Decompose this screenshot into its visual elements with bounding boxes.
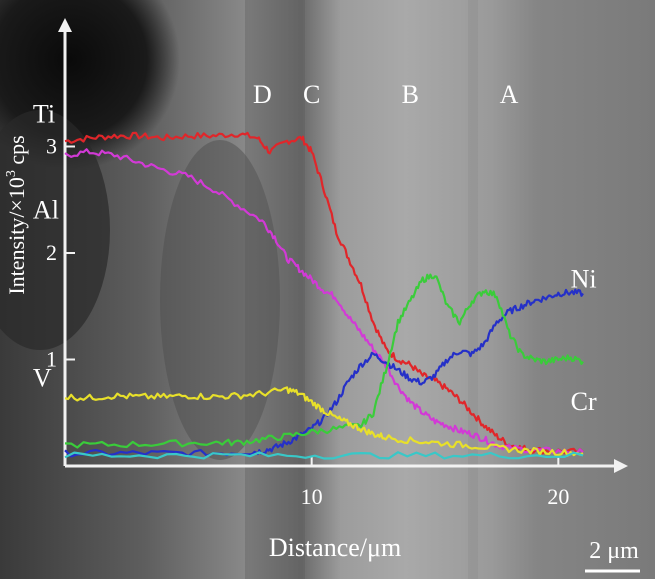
x-axis-arrow: [614, 459, 628, 473]
x-tick-label: 20: [547, 484, 569, 509]
series-label-ti: Ti: [33, 100, 55, 129]
y-axis-label-exponent: 3: [4, 170, 19, 177]
zone-label: B: [402, 80, 419, 109]
y-tick-label: 2: [46, 240, 57, 265]
scale-bar-label: 2 μm: [589, 538, 639, 564]
series-line-cr: [64, 273, 584, 449]
y-tick-label: 3: [46, 134, 57, 159]
series-label-ni: Ni: [571, 265, 597, 294]
series-line-ti: [64, 131, 584, 455]
series-line-ni: [64, 288, 584, 458]
zone-label: C: [303, 80, 320, 109]
zone-label: A: [500, 80, 519, 109]
series-line-al: [64, 148, 584, 455]
y-axis-label-main: Intensity/×10: [4, 177, 29, 295]
series-label-v: V: [33, 364, 52, 393]
y-axis-label-unit: cps: [4, 135, 29, 170]
labels-layer: D C B A Ti Al Ni Cr V 2 μm: [33, 80, 640, 573]
series-label-al: Al: [33, 195, 59, 224]
x-tick-label: 10: [301, 484, 323, 509]
y-axis-label: Intensity/×103 cps: [4, 135, 29, 294]
x-axis-label: Distance/μm: [269, 533, 401, 562]
series-line-baseline: [64, 451, 584, 460]
series-line-v: [64, 386, 584, 457]
y-axis-arrow: [58, 18, 72, 32]
y-tick-label: 1: [46, 347, 57, 372]
series-layer: [64, 131, 584, 460]
series-label-cr: Cr: [571, 387, 597, 416]
zone-label: D: [253, 80, 272, 109]
